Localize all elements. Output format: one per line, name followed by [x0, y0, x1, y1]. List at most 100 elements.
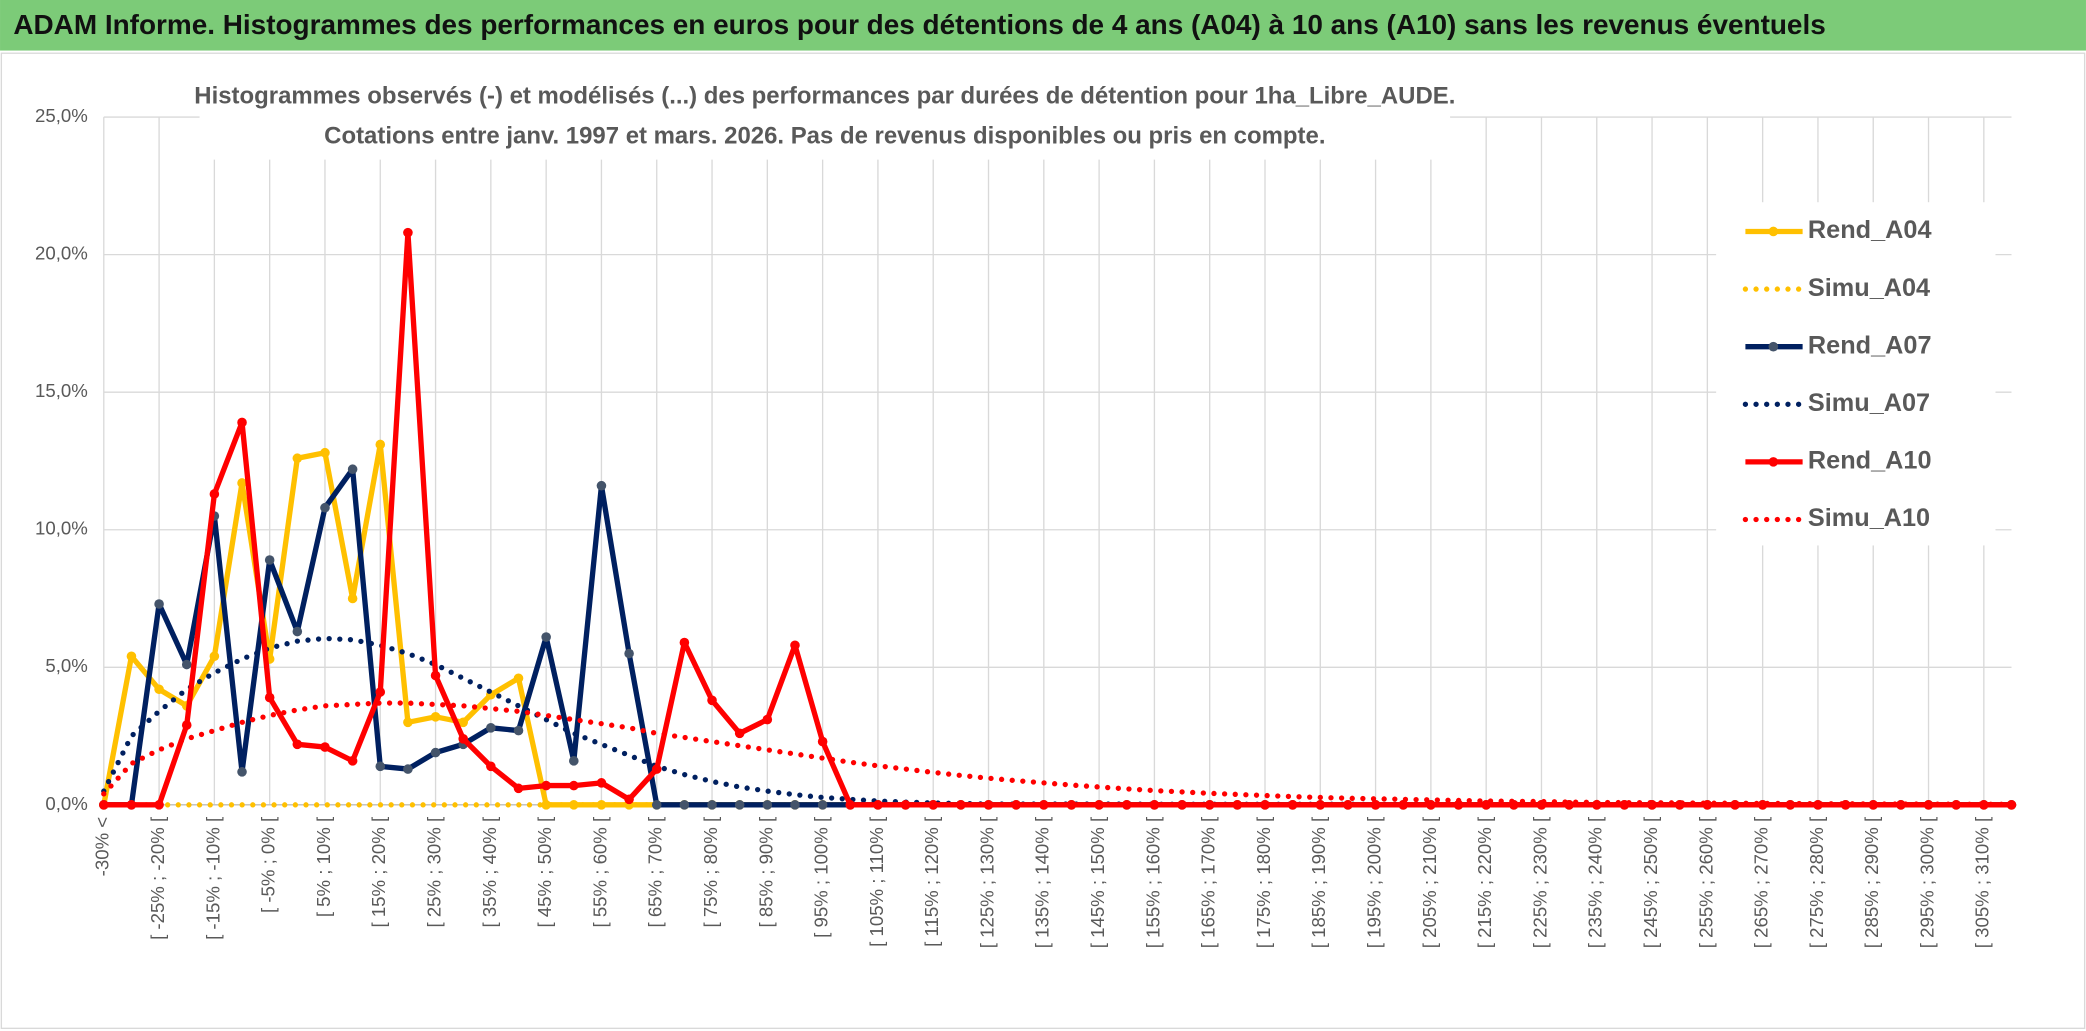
- x-tick-label: [ -25% ; -20% [: [147, 816, 168, 940]
- data-point: [126, 800, 137, 810]
- x-tick-label: [ -5% ; 0% [: [258, 816, 279, 913]
- data-point: [1094, 800, 1104, 810]
- data-point: [790, 640, 800, 651]
- data-point: [541, 780, 551, 791]
- data-point: [1149, 800, 1160, 810]
- x-tick-label: [ 265% ; 270% [: [1751, 816, 1772, 948]
- data-point: [347, 464, 358, 474]
- data-point: [1260, 800, 1270, 810]
- data-point: [154, 684, 164, 695]
- data-point: [679, 800, 690, 810]
- x-tick-label: [ 55% ; 60% [: [589, 816, 610, 928]
- legend-background: [1716, 202, 1996, 546]
- data-point: [817, 800, 828, 810]
- data-point: [375, 687, 386, 697]
- data-point: [651, 764, 662, 774]
- x-tick-label: [ -15% ; -10% [: [202, 816, 223, 940]
- x-tick-label: [ 115% ; 120% [: [921, 816, 942, 947]
- x-tick-label: [ 35% ; 40% [: [479, 816, 500, 928]
- data-point: [873, 800, 883, 810]
- data-point: [790, 800, 800, 810]
- series-line: [101, 700, 2015, 807]
- x-tick-label: [ 255% ; 260% [: [1695, 816, 1716, 948]
- data-point: [347, 756, 358, 766]
- data-point: [320, 742, 330, 752]
- data-point: [983, 800, 994, 810]
- y-tick-label: 0,0%: [45, 793, 87, 814]
- data-point: [734, 800, 745, 810]
- data-point: [541, 632, 551, 642]
- chart-title: Histogrammes observés (-) et modélisés (…: [194, 82, 1455, 109]
- y-tick-label: 10,0%: [35, 518, 88, 539]
- data-point: [679, 637, 690, 648]
- x-tick-label: [ 145% ; 150% [: [1087, 816, 1108, 948]
- legend-marker: [1768, 457, 1779, 467]
- x-tick-label: [ 65% ; 70% [: [645, 816, 666, 928]
- data-point: [430, 747, 441, 758]
- data-point: [2006, 800, 2017, 810]
- data-point: [237, 767, 247, 777]
- x-tick-label: [ 295% ; 300% [: [1916, 816, 1937, 948]
- x-tick-label: [ 125% ; 130% [: [976, 816, 997, 948]
- data-point: [375, 439, 386, 450]
- data-point: [1398, 800, 1409, 810]
- x-tick-label: [ 5% ; 10% [: [313, 816, 334, 917]
- data-point: [1066, 800, 1077, 810]
- data-point: [1232, 800, 1243, 810]
- data-point: [1177, 800, 1187, 810]
- x-tick-label: [ 245% ; 250% [: [1640, 816, 1661, 948]
- x-tick-label: [ 285% ; 290% [: [1861, 816, 1882, 948]
- x-tick-label: -30% <: [92, 817, 113, 876]
- x-tick-label: [ 45% ; 50% [: [534, 816, 555, 928]
- legend-marker: [1768, 226, 1779, 237]
- x-tick-label: [ 175% ; 180% [: [1253, 816, 1274, 948]
- x-tick-label: [ 305% ; 310% [: [1972, 816, 1993, 948]
- x-tick-label: [ 105% ; 110% [: [866, 816, 887, 947]
- data-point: [99, 800, 109, 810]
- data-point: [707, 695, 717, 706]
- data-point: [1011, 800, 1021, 810]
- data-point: [181, 720, 192, 730]
- data-point: [513, 783, 524, 794]
- data-point: [209, 651, 220, 662]
- data-point: [430, 670, 441, 681]
- data-point: [1453, 800, 1464, 810]
- x-tick-label: [ 155% ; 160% [: [1142, 816, 1163, 948]
- x-tick-label: [ 75% ; 80% [: [700, 816, 721, 928]
- x-tick-label: [ 225% ; 230% [: [1529, 816, 1550, 948]
- data-point: [181, 659, 192, 670]
- data-point: [707, 800, 717, 810]
- chart-subtitle: Cotations entre janv. 1997 et mars. 2026…: [324, 122, 1325, 149]
- legend-label: Rend_A10: [1808, 447, 1932, 475]
- x-tick-label: [ 215% ; 220% [: [1474, 816, 1495, 948]
- data-point: [928, 800, 939, 810]
- data-point: [403, 227, 413, 238]
- legend-label: Rend_A07: [1808, 331, 1932, 359]
- data-point: [1121, 800, 1132, 810]
- header-bar: [0, 0, 2086, 51]
- data-point: [430, 712, 441, 722]
- x-tick-label: [ 195% ; 200% [: [1364, 816, 1385, 948]
- x-tick-label: [ 25% ; 30% [: [423, 816, 444, 928]
- data-point: [320, 502, 330, 513]
- data-point: [375, 761, 386, 772]
- x-tick-label: [ 165% ; 170% [: [1198, 816, 1219, 948]
- data-point: [513, 725, 524, 736]
- x-tick-label: [ 185% ; 190% [: [1308, 816, 1329, 948]
- data-point: [126, 651, 137, 662]
- data-point: [596, 480, 607, 491]
- data-point: [486, 761, 496, 772]
- data-point: [154, 800, 164, 810]
- data-point: [569, 756, 579, 766]
- legend-label: Simu_A04: [1808, 274, 1930, 302]
- data-point: [292, 739, 303, 750]
- data-point: [1039, 800, 1049, 810]
- data-point: [486, 723, 496, 733]
- x-tick-label: [ 235% ; 240% [: [1585, 816, 1606, 948]
- data-point: [1370, 800, 1381, 810]
- header-title: ADAM Informe. Histogrammes des performan…: [13, 9, 1825, 40]
- data-point: [651, 800, 662, 810]
- x-tick-label: [ 95% ; 100% [: [811, 816, 832, 938]
- data-point: [762, 800, 773, 810]
